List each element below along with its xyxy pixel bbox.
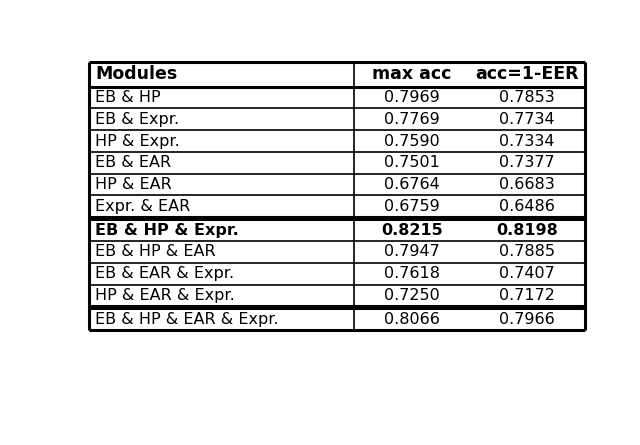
Text: 0.7250: 0.7250 xyxy=(384,288,440,303)
Text: 0.7172: 0.7172 xyxy=(499,288,555,303)
Text: 0.7618: 0.7618 xyxy=(384,266,440,281)
Text: 0.7769: 0.7769 xyxy=(384,112,440,127)
Text: 0.6759: 0.6759 xyxy=(384,199,440,214)
Text: acc=1-EER: acc=1-EER xyxy=(476,65,579,83)
Text: EB & EAR: EB & EAR xyxy=(95,155,171,170)
Text: HP & EAR & Expr.: HP & EAR & Expr. xyxy=(95,288,235,303)
Text: 0.7334: 0.7334 xyxy=(499,134,555,149)
Text: Expr. & EAR: Expr. & EAR xyxy=(95,199,190,214)
Text: HP & Expr.: HP & Expr. xyxy=(95,134,180,149)
Text: 0.7734: 0.7734 xyxy=(499,112,555,127)
Text: Modules: Modules xyxy=(95,65,177,83)
Text: 0.6764: 0.6764 xyxy=(384,177,440,192)
Text: HP & EAR: HP & EAR xyxy=(95,177,172,192)
Text: 0.7407: 0.7407 xyxy=(499,266,555,281)
Text: EB & Expr.: EB & Expr. xyxy=(95,112,179,127)
Text: 0.8198: 0.8198 xyxy=(496,222,558,238)
Text: 0.7377: 0.7377 xyxy=(499,155,555,170)
Text: EB & EAR & Expr.: EB & EAR & Expr. xyxy=(95,266,234,281)
Text: 0.7966: 0.7966 xyxy=(499,312,555,327)
Text: 0.7947: 0.7947 xyxy=(384,244,440,259)
Text: 0.7853: 0.7853 xyxy=(499,90,555,105)
Text: EB & HP & EAR & Expr.: EB & HP & EAR & Expr. xyxy=(95,312,278,327)
Text: 0.7885: 0.7885 xyxy=(499,244,555,259)
Text: EB & HP: EB & HP xyxy=(95,90,161,105)
Text: max acc: max acc xyxy=(372,65,451,83)
Text: 0.6683: 0.6683 xyxy=(499,177,555,192)
Text: 0.8066: 0.8066 xyxy=(384,312,440,327)
Text: 0.6486: 0.6486 xyxy=(499,199,555,214)
Text: EB & HP & EAR: EB & HP & EAR xyxy=(95,244,216,259)
Text: EB & HP & Expr.: EB & HP & Expr. xyxy=(95,222,239,238)
Text: 0.7590: 0.7590 xyxy=(384,134,440,149)
Text: 0.7969: 0.7969 xyxy=(384,90,440,105)
Text: 0.8215: 0.8215 xyxy=(381,222,443,238)
Text: 0.7501: 0.7501 xyxy=(384,155,440,170)
